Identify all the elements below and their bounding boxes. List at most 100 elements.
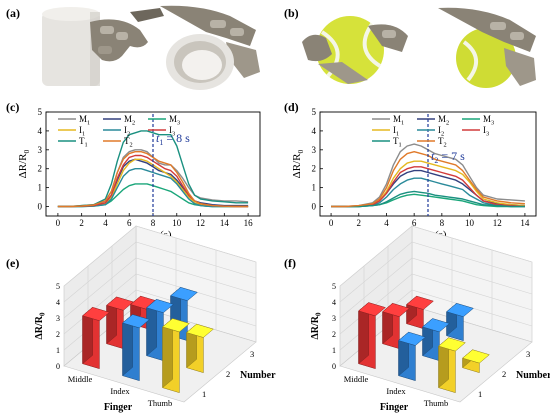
legend-label: I1 [393, 125, 399, 137]
cylinder-top-view-shape [166, 34, 234, 90]
panel-label-d: (d) [284, 100, 299, 114]
z-tick-label: 1 [56, 346, 60, 355]
series-line-m1 [57, 149, 249, 208]
bar-top-face [186, 323, 214, 338]
legend-label: M2 [438, 114, 449, 126]
bar-middle-1 [358, 301, 386, 370]
legend-label: T2 [124, 136, 133, 148]
number-tick-label: 1 [478, 389, 482, 399]
bar-index-1 [398, 331, 426, 382]
tennis-ball-right-shape [456, 28, 516, 88]
z-tick-label: 4 [332, 298, 336, 307]
robot-hand-left-shape [90, 8, 164, 62]
legend-label: I3 [169, 125, 175, 137]
legend-label: I2 [438, 125, 444, 137]
series-line-t1 [57, 130, 249, 208]
z-axis-label: ΔR/R0 [310, 312, 323, 340]
z-axis-label: ΔR/R0 [34, 312, 47, 340]
bar-top-face [406, 295, 434, 310]
finger-axis-label: Finger [104, 402, 133, 413]
legend-label: M1 [79, 114, 90, 126]
number-tick-label: 1 [202, 389, 206, 399]
bar-top-face [162, 318, 190, 333]
bar-top-face [462, 349, 490, 364]
y-axis-label: ΔR/R0 [291, 150, 305, 179]
y-axis-label: ΔR/R0 [17, 150, 31, 179]
x-tick-label: 4 [384, 218, 389, 228]
legend-label: M2 [124, 114, 135, 126]
number-tick-label: 2 [502, 369, 506, 379]
z-tick-label: 1 [332, 346, 336, 355]
bar-middle-2 [382, 302, 410, 350]
bar-index-3 [446, 302, 474, 342]
white-cylinder-shape [42, 7, 100, 86]
panel-label-f: (f) [284, 256, 296, 270]
legend-label: T2 [438, 136, 447, 148]
y-tick-label: 2 [38, 164, 43, 174]
annotation-text: t2 = 7 s [431, 149, 465, 165]
photo-hand-tennis-ball [298, 2, 544, 94]
robot-hand-right-ball-shape [438, 7, 536, 86]
bar-thumb-1 [162, 317, 190, 394]
finger-tick-label: Index [386, 386, 406, 396]
legend-label: T1 [393, 136, 402, 148]
bar-index-2 [422, 317, 450, 362]
z-tick-label: 2 [56, 330, 60, 339]
bar-index-2 [146, 298, 174, 362]
legend-label: M3 [483, 114, 494, 126]
bar-top-face [398, 331, 426, 346]
bar-top-face [382, 303, 410, 317]
bar-top-face [438, 337, 466, 352]
robot-hand-left-ball-shape [302, 24, 408, 84]
x-tick-label: 10 [465, 218, 475, 228]
series-line-t2 [57, 151, 249, 208]
y-tick-label: 4 [38, 126, 43, 136]
y-tick-label: 1 [38, 183, 43, 193]
x-tick-label: 12 [493, 218, 502, 228]
bar-top-face [170, 287, 198, 301]
x-tick-label: 0 [56, 218, 61, 228]
number-tick-label: 3 [526, 349, 530, 359]
legend-label: I2 [124, 125, 130, 137]
z-tick-label: 4 [56, 298, 60, 307]
legend-label: I1 [79, 125, 85, 137]
finger-tick-label: Index [110, 386, 130, 396]
y-tick-label: 1 [312, 183, 317, 193]
x-tick-label: 2 [357, 218, 362, 228]
bar-top-face [446, 303, 474, 317]
y-tick-label: 0 [312, 202, 317, 212]
finger-tick-label: Middle [344, 374, 369, 384]
x-tick-label: 6 [127, 218, 132, 228]
bar-top-face [358, 302, 386, 317]
number-tick-label: 3 [250, 349, 254, 359]
x-tick-label: 10 [172, 218, 182, 228]
legend-label: T1 [79, 136, 88, 148]
x-tick-label: 8 [440, 218, 445, 228]
x-tick-label: 12 [196, 218, 205, 228]
legend-label: M1 [393, 114, 404, 126]
bar-top-face [82, 307, 110, 321]
z-tick-label: 5 [332, 282, 336, 291]
annotation-text: t1 = 8 s [156, 131, 190, 147]
y-tick-label: 0 [38, 202, 43, 212]
bar-index-1 [122, 313, 150, 382]
bar-thumb-2 [462, 349, 490, 374]
bar3d-chart-e: 0 1 2 3 4 5 ΔR/R0 Middle Index Thumb Finger 1 2 3 Numb… [34, 225, 276, 413]
series-line-t1 [331, 190, 525, 208]
finger-tick-label: Thumb [148, 398, 173, 408]
panel-label-c: (c) [6, 100, 20, 114]
bar-top-face [106, 296, 134, 311]
z-tick-label: 0 [56, 362, 60, 371]
bar-thumb-1 [438, 337, 466, 394]
bar3d-chart-f: 0 1 2 3 4 5 ΔR/R0 Middle Index Thumb Finger 1 2 3 Numb… [310, 225, 550, 413]
finger-tick-label: Thumb [424, 398, 449, 408]
y-tick-label: 4 [312, 126, 317, 136]
z-tick-label: 3 [332, 314, 336, 323]
robot-hand-right-shape [160, 5, 260, 78]
y-tick-label: 5 [38, 107, 43, 117]
x-tick-label: 14 [220, 218, 230, 228]
x-tick-label: 8 [151, 218, 156, 228]
bar-thumb-2 [186, 323, 214, 374]
